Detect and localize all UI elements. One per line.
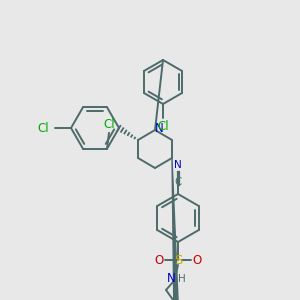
Text: O: O: [192, 254, 202, 266]
Text: S: S: [174, 254, 182, 266]
Text: N: N: [174, 160, 182, 170]
Text: Cl: Cl: [103, 118, 115, 131]
Polygon shape: [172, 158, 178, 300]
Text: C: C: [174, 177, 182, 187]
Text: H: H: [178, 274, 186, 284]
Text: N: N: [154, 122, 164, 134]
Text: Cl: Cl: [157, 119, 169, 133]
Text: N: N: [167, 272, 176, 286]
Text: O: O: [154, 254, 164, 266]
Text: Cl: Cl: [37, 122, 49, 134]
